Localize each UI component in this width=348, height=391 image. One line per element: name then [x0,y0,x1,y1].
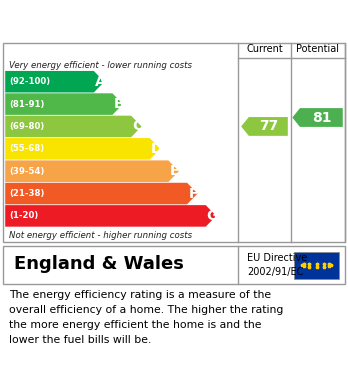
Text: The energy efficiency rating is a measure of the
overall efficiency of a home. T: The energy efficiency rating is a measur… [9,291,283,345]
Polygon shape [5,93,123,115]
Text: 2002/91/EC: 2002/91/EC [247,267,303,276]
Text: F: F [189,187,198,201]
Text: C: C [132,119,143,133]
Text: (69-80): (69-80) [9,122,45,131]
Polygon shape [5,160,179,182]
Text: 81: 81 [311,111,331,124]
Polygon shape [5,138,160,160]
Text: (39-54): (39-54) [9,167,45,176]
Text: EU Directive: EU Directive [247,253,307,263]
Text: Energy Efficiency Rating: Energy Efficiency Rating [9,11,238,30]
Polygon shape [292,108,343,127]
Text: B: B [113,97,124,111]
Text: Potential: Potential [296,44,339,54]
Text: (21-38): (21-38) [9,189,45,198]
Text: Very energy efficient - lower running costs: Very energy efficient - lower running co… [9,61,192,70]
Polygon shape [5,116,142,137]
Text: E: E [170,164,180,178]
Text: A: A [95,75,105,89]
Bar [294,252,339,279]
Text: (55-68): (55-68) [9,144,45,153]
Text: D: D [150,142,162,156]
Polygon shape [5,205,216,227]
Text: (81-91): (81-91) [9,100,45,109]
Polygon shape [5,71,104,93]
Text: Not energy efficient - higher running costs: Not energy efficient - higher running co… [9,231,192,240]
Text: Current: Current [246,44,283,54]
Polygon shape [5,183,198,204]
Text: England & Wales: England & Wales [14,255,184,273]
Text: 77: 77 [259,119,278,133]
Text: (92-100): (92-100) [9,77,50,86]
Polygon shape [241,117,288,136]
Text: G: G [206,209,218,223]
Text: (1-20): (1-20) [9,212,39,221]
